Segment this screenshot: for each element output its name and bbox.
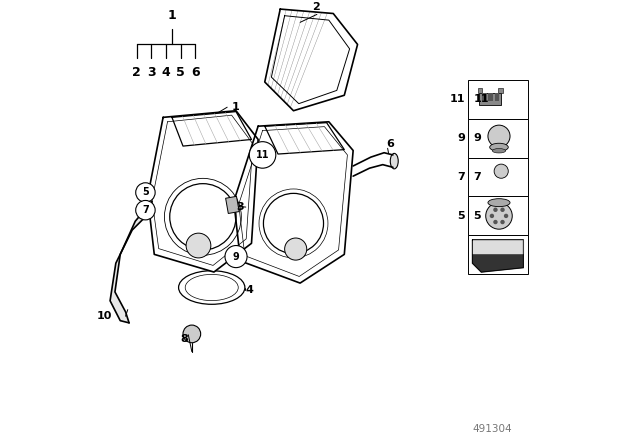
Text: 3: 3 (147, 66, 156, 79)
Circle shape (494, 164, 508, 178)
Bar (468, 119, 528, 158)
Ellipse shape (492, 149, 506, 153)
Circle shape (285, 238, 307, 260)
Text: 1: 1 (232, 102, 240, 112)
Text: 11: 11 (449, 94, 465, 104)
Bar (468, 197, 528, 235)
Bar (482, 94, 486, 100)
Text: 491304: 491304 (472, 424, 512, 434)
Circle shape (500, 207, 505, 212)
Circle shape (136, 183, 155, 202)
Bar (226, 196, 239, 214)
Text: 6: 6 (191, 66, 200, 79)
Text: 9: 9 (474, 133, 481, 143)
Text: 5: 5 (177, 66, 185, 79)
Text: 10: 10 (97, 311, 112, 321)
Bar (468, 158, 528, 197)
Ellipse shape (488, 198, 510, 207)
Text: 3: 3 (237, 202, 244, 212)
Polygon shape (472, 240, 524, 272)
Bar (498, 88, 502, 94)
Circle shape (500, 220, 505, 224)
Polygon shape (148, 111, 258, 272)
Circle shape (504, 214, 508, 218)
Text: 7: 7 (457, 172, 465, 182)
Circle shape (186, 233, 211, 258)
Circle shape (486, 202, 512, 229)
Bar (468, 80, 528, 119)
Text: 5: 5 (142, 188, 149, 198)
Circle shape (493, 220, 498, 224)
Text: 4: 4 (162, 66, 171, 79)
Polygon shape (472, 240, 524, 253)
Text: 11: 11 (256, 150, 269, 160)
Text: 2: 2 (132, 66, 141, 79)
Circle shape (250, 142, 276, 168)
Polygon shape (234, 122, 353, 283)
Text: 7: 7 (474, 172, 481, 182)
Circle shape (488, 125, 510, 147)
Circle shape (136, 200, 155, 220)
Circle shape (183, 325, 201, 343)
Text: 5: 5 (458, 211, 465, 221)
Ellipse shape (490, 143, 508, 151)
Text: 9: 9 (233, 252, 239, 262)
Text: 7: 7 (142, 205, 149, 215)
Circle shape (235, 194, 251, 209)
Bar (495, 94, 499, 100)
Text: 1: 1 (168, 9, 177, 22)
Circle shape (493, 207, 498, 212)
Polygon shape (110, 201, 152, 323)
Text: 5: 5 (474, 211, 481, 221)
Bar (488, 94, 493, 100)
Ellipse shape (390, 153, 398, 169)
Text: 9: 9 (457, 133, 465, 143)
Circle shape (155, 191, 171, 207)
Circle shape (225, 246, 247, 267)
Bar (478, 88, 482, 94)
Text: 2: 2 (312, 2, 319, 12)
Text: 11: 11 (474, 94, 489, 104)
Text: 8: 8 (180, 334, 188, 344)
Circle shape (490, 214, 494, 218)
Bar (468, 235, 528, 274)
Text: 4: 4 (245, 285, 253, 295)
Text: 6: 6 (386, 139, 394, 149)
Bar (479, 93, 501, 105)
